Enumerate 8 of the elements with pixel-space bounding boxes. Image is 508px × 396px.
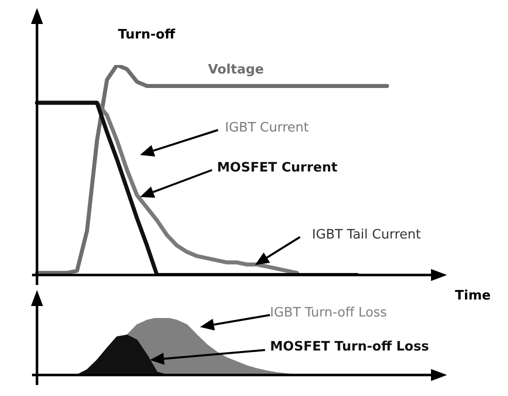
- text: IGBT Current: [225, 120, 309, 136]
- text: IGBT Turn-off Loss: [270, 305, 388, 320]
- text: MOSFET Turn-off Loss: [270, 339, 430, 354]
- annotation: IGBT Tail Current: [312, 227, 421, 242]
- x-axis-title: Time: [455, 288, 491, 304]
- series-label: Voltage: [208, 62, 264, 78]
- chart-title: Turn-off: [118, 27, 176, 42]
- text: MOSFET Current: [217, 160, 338, 176]
